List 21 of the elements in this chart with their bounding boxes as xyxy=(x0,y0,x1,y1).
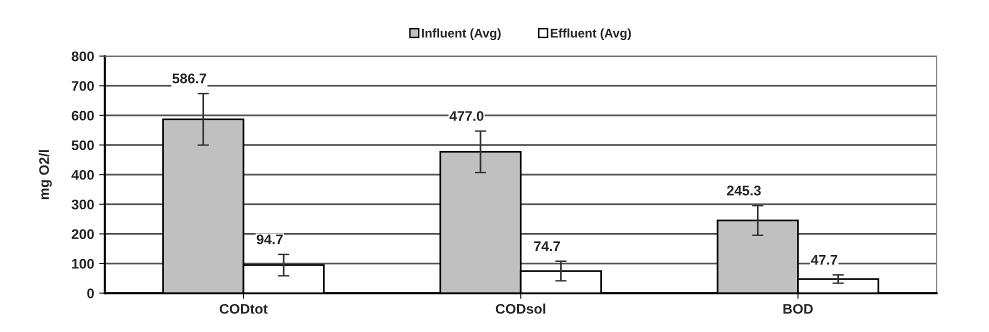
y-tick-label: 800 xyxy=(72,51,94,62)
data-label: 586.7 xyxy=(172,74,206,84)
y-tick-label: 400 xyxy=(71,170,94,180)
y-tick-label: 500 xyxy=(72,140,94,150)
data-label: 477.0 xyxy=(449,111,484,121)
x-tick-label: BOD xyxy=(783,304,813,314)
y-tick-label: 100 xyxy=(72,258,94,269)
data-label: 94.7 xyxy=(256,234,283,244)
data-label: 47.7 xyxy=(810,255,838,265)
x-tick-label: CODsol xyxy=(496,304,546,314)
y-tick-label: 700 xyxy=(72,81,94,91)
data-label: 74.7 xyxy=(534,241,560,251)
y-tick-label: 200 xyxy=(72,229,94,240)
y-tick-label: 0 xyxy=(87,288,94,298)
y-axis-title: mg O2/l xyxy=(38,150,52,200)
x-tick-label: CODtot xyxy=(220,304,268,314)
y-tick-label: 300 xyxy=(72,200,94,210)
legend-label: Influent (Avg) xyxy=(422,28,501,40)
legend-label: Effluent (Avg) xyxy=(550,28,631,40)
y-tick-label: 600 xyxy=(72,110,94,121)
data-label: 245.3 xyxy=(727,186,761,196)
